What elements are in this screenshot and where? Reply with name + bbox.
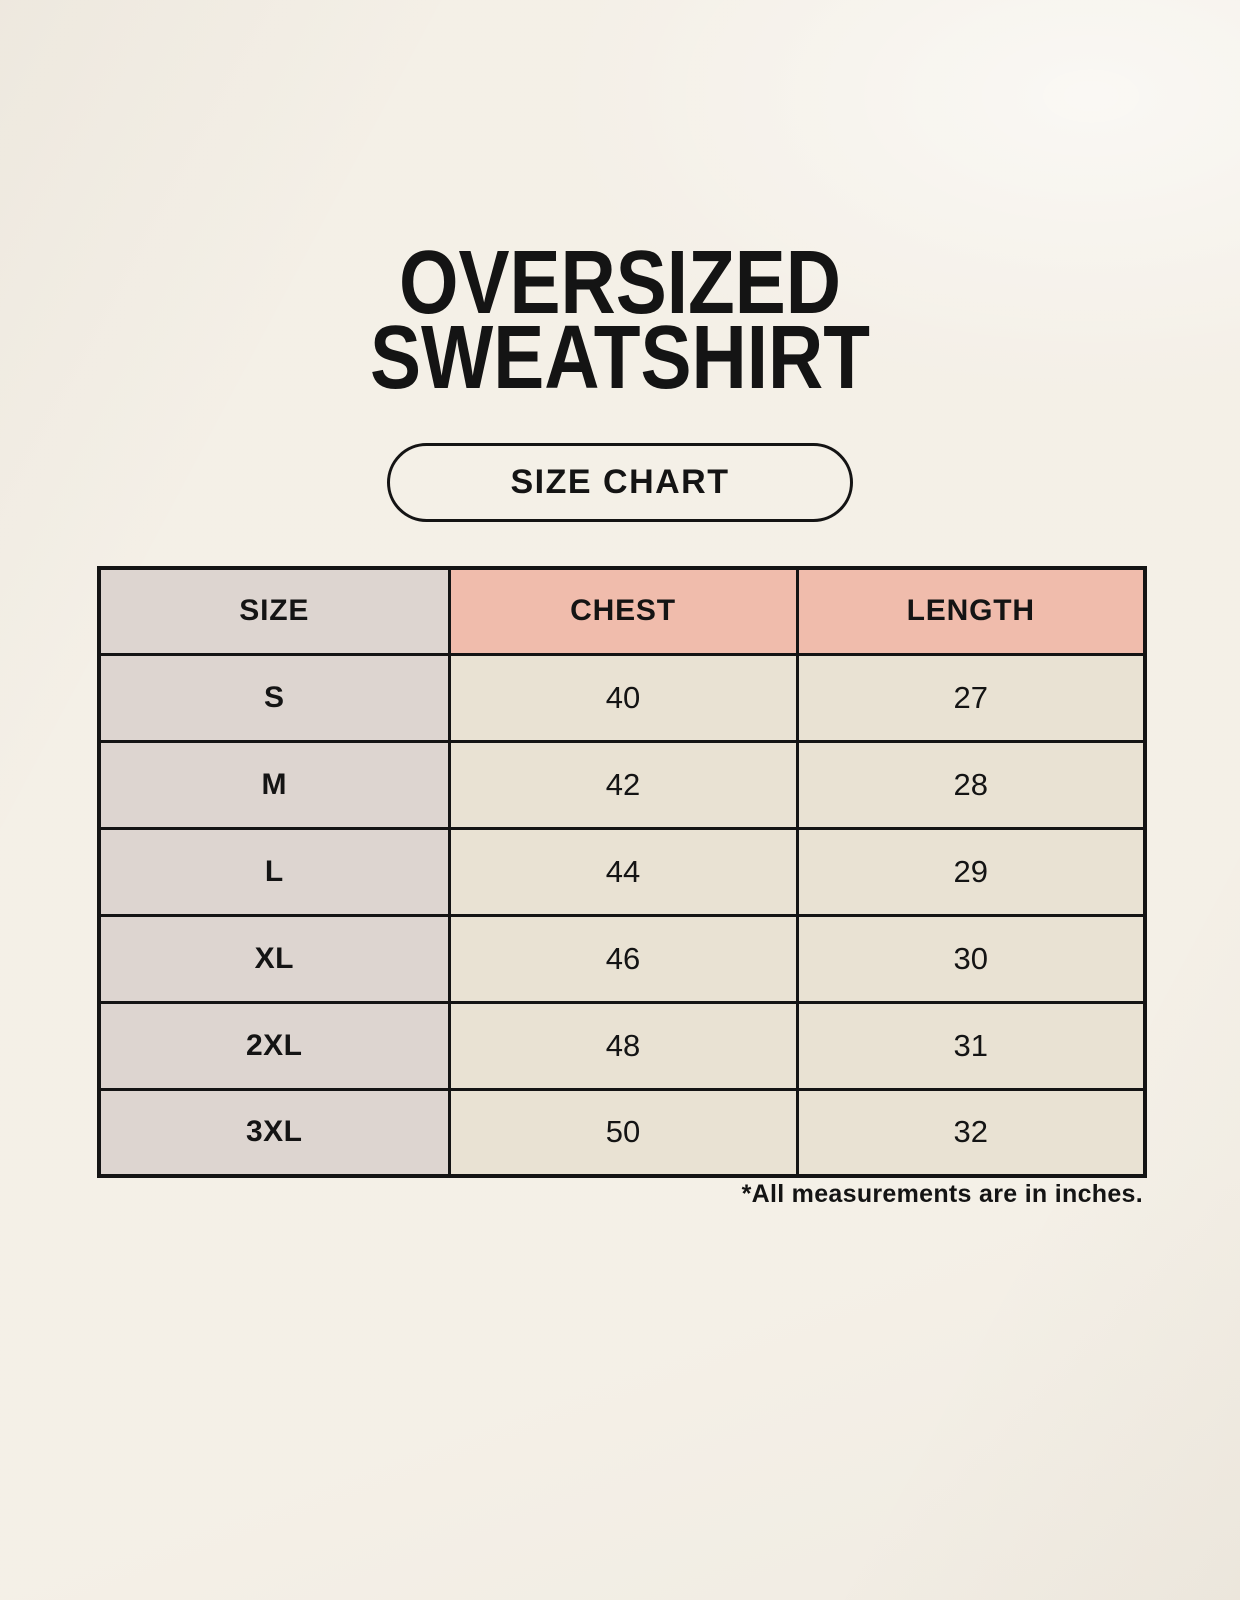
length-value: 32	[795, 1087, 1147, 1178]
chest-value: 46	[447, 913, 799, 1004]
length-value: 30	[795, 913, 1147, 1004]
table-row-2xl: 2XL 48 31	[97, 1000, 1147, 1091]
table-row-xl: XL 46 30	[97, 913, 1147, 1004]
size-chart-badge: SIZE CHART	[387, 443, 853, 522]
column-header-chest: CHEST	[447, 566, 799, 656]
table-row-3xl: 3XL 50 32	[97, 1087, 1147, 1178]
column-header-size: SIZE	[97, 566, 451, 656]
table-header-row: SIZE CHEST LENGTH	[97, 566, 1147, 656]
size-label: S	[97, 652, 451, 743]
table-row-s: S 40 27	[97, 652, 1147, 743]
size-table: SIZE CHEST LENGTH S 40 27 M 42 28 L 44 2…	[97, 566, 1147, 1178]
size-label: 3XL	[97, 1087, 451, 1178]
product-title-line2: SWEATSHIRT	[369, 308, 871, 408]
length-value: 27	[795, 652, 1147, 743]
size-label: 2XL	[97, 1000, 451, 1091]
chest-value: 50	[447, 1087, 799, 1178]
chest-value: 44	[447, 826, 799, 917]
measurement-footnote: *All measurements are in inches.	[741, 1180, 1143, 1208]
chest-value: 40	[447, 652, 799, 743]
table-row-m: M 42 28	[97, 739, 1147, 830]
size-label: M	[97, 739, 451, 830]
table-row-l: L 44 29	[97, 826, 1147, 917]
size-chart-badge-label: SIZE CHART	[510, 463, 730, 501]
size-label: L	[97, 826, 451, 917]
product-title: OVERSIZED SWEATSHIRT	[93, 233, 1147, 408]
length-value: 31	[795, 1000, 1147, 1091]
chest-value: 48	[447, 1000, 799, 1091]
column-header-length: LENGTH	[795, 566, 1147, 656]
length-value: 29	[795, 826, 1147, 917]
chest-value: 42	[447, 739, 799, 830]
product-title-line1: OVERSIZED	[398, 233, 842, 333]
length-value: 28	[795, 739, 1147, 830]
size-label: XL	[97, 913, 451, 1004]
